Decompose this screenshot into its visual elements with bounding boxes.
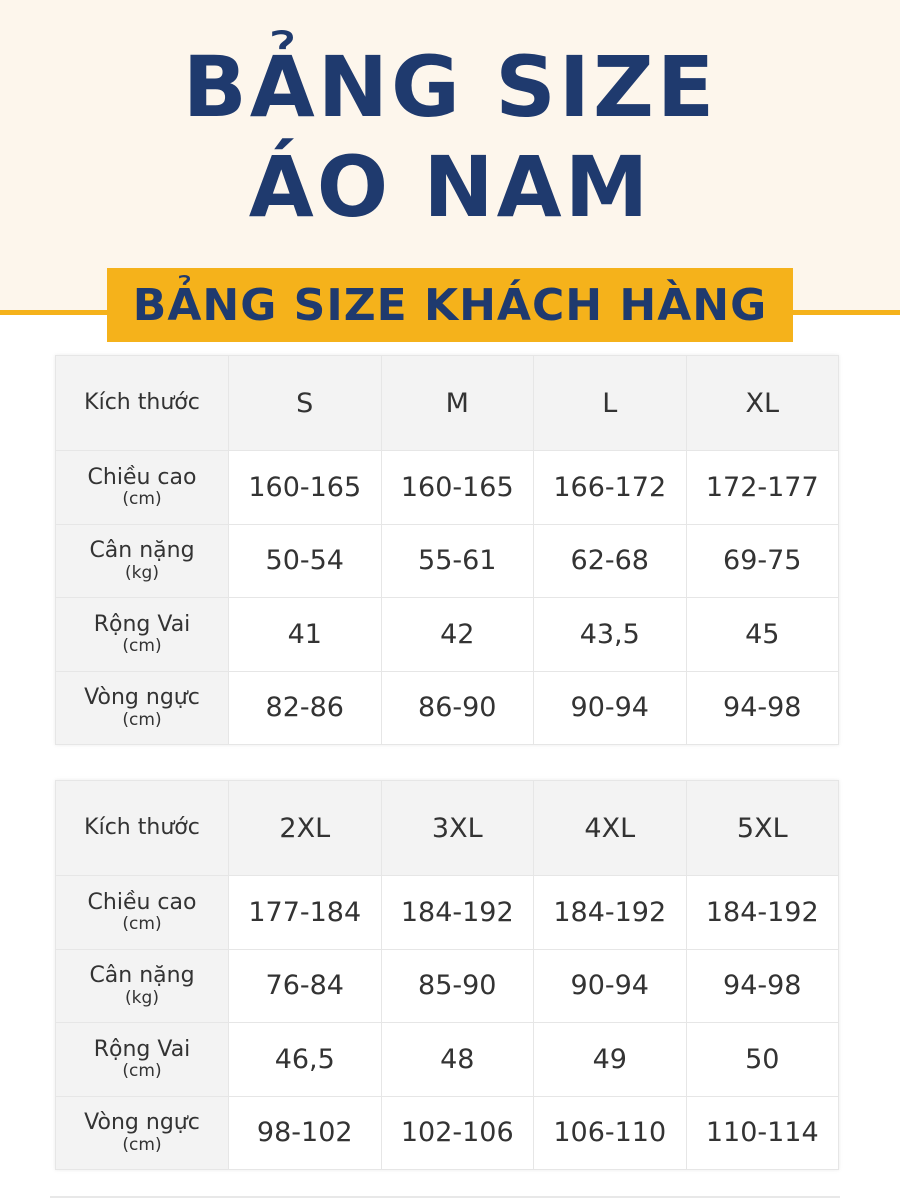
cell-height: 184-192 [380,875,534,950]
row-label-weight: Cân nặng (kg) [55,523,229,598]
unit-text: (kg) [125,987,159,1008]
cell-weight: 94-98 [685,948,839,1023]
cell-height: 184-192 [685,875,839,950]
cell-size: 3XL [380,780,534,876]
cell-height: 160-165 [228,450,382,525]
cell-weight: 62-68 [533,523,687,598]
cell-height: 177-184 [228,875,382,950]
divider [50,1196,840,1198]
row-label-height: Chiều cao (cm) [55,875,229,950]
cell-size: 4XL [533,780,687,876]
section-banner: BẢNG SIZE KHÁCH HÀNG [107,268,793,342]
table-row-weight: Cân nặng (kg) 76-84 85-90 90-94 94-98 [55,948,839,1023]
unit-text: (cm) [122,709,162,730]
cell-shoulder: 45 [685,597,839,672]
row-label-shoulder: Rộng Vai (cm) [55,1022,229,1097]
row-label-height: Chiều cao (cm) [55,450,229,525]
cell-height: 172-177 [685,450,839,525]
row-label-size: Kích thước [55,355,229,451]
table-row-size: Kích thước S M L XL [55,355,839,451]
cell-weight: 50-54 [228,523,382,598]
table-row-chest: Vòng ngực (cm) 98-102 102-106 106-110 110-114 [55,1095,839,1170]
label-text: Kích thước [84,389,200,415]
page-title-line2: ÁO NAM [248,138,652,236]
size-table-2: Kích thước 2XL 3XL 4XL 5XL Chiều cao (cm) 177-1… [55,780,839,1170]
cell-height: 184-192 [533,875,687,950]
unit-text: (kg) [125,562,159,583]
row-label-chest: Vòng ngực (cm) [55,670,229,745]
unit-text: (cm) [122,489,162,509]
cell-shoulder: 49 [533,1022,687,1097]
unit-text: (cm) [122,914,162,934]
cell-height: 166-172 [533,450,687,525]
cell-size: S [228,355,382,451]
cell-chest: 90-94 [533,670,687,745]
cell-size: L [533,355,687,451]
cell-chest: 86-90 [380,670,534,745]
cell-shoulder: 48 [380,1022,534,1097]
row-label-weight: Cân nặng (kg) [55,948,229,1023]
cell-shoulder: 43,5 [533,597,687,672]
table-row-chest: Vòng ngực (cm) 82-86 86-90 90-94 94-98 [55,670,839,745]
unit-text: (cm) [122,1061,162,1081]
cell-size: 5XL [685,780,839,876]
unit-text: (cm) [122,636,162,656]
label-text: Rộng Vai [93,1036,191,1062]
table-row-shoulder: Rộng Vai (cm) 41 42 43,5 45 [55,597,839,672]
cell-shoulder: 41 [228,597,382,672]
cell-chest: 110-114 [685,1095,839,1170]
label-text: Chiều cao [87,464,197,490]
label-text: Cân nặng [89,538,195,564]
table-row-height: Chiều cao (cm) 160-165 160-165 166-172 172-17… [55,450,839,525]
table-row-shoulder: Rộng Vai (cm) 46,5 48 49 50 [55,1022,839,1097]
table-row-weight: Cân nặng (kg) 50-54 55-61 62-68 69-75 [55,523,839,598]
cell-weight: 90-94 [533,948,687,1023]
cell-chest: 98-102 [228,1095,382,1170]
label-text: Kích thước [84,814,200,840]
size-table-1: Kích thước S M L XL Chiều cao (cm) 160-165 160-1… [55,355,839,745]
page-title-line1: BẢNG SIZE [182,38,718,136]
row-label-chest: Vòng ngực (cm) [55,1095,229,1170]
cell-size: M [380,355,534,451]
cell-shoulder: 50 [685,1022,839,1097]
cell-shoulder: 46,5 [228,1022,382,1097]
cell-size: XL [685,355,839,451]
row-label-size: Kích thước [55,780,229,876]
cell-chest: 82-86 [228,670,382,745]
cell-size: 2XL [228,780,382,876]
cell-chest: 94-98 [685,670,839,745]
cell-weight: 69-75 [685,523,839,598]
cell-height: 160-165 [380,450,534,525]
cell-weight: 76-84 [228,948,382,1023]
unit-text: (cm) [122,1134,162,1155]
label-text: Rộng Vai [93,611,191,637]
label-text: Cân nặng [89,963,195,989]
table-row-height: Chiều cao (cm) 177-184 184-192 184-192 184-19… [55,875,839,950]
label-text: Vòng ngực [84,1110,200,1136]
cell-chest: 102-106 [380,1095,534,1170]
header-background [0,0,900,312]
cell-shoulder: 42 [380,597,534,672]
cell-chest: 106-110 [533,1095,687,1170]
row-label-shoulder: Rộng Vai (cm) [55,597,229,672]
table-row-size: Kích thước 2XL 3XL 4XL 5XL [55,780,839,876]
cell-weight: 55-61 [380,523,534,598]
label-text: Vòng ngực [84,685,200,711]
label-text: Chiều cao [87,889,197,915]
cell-weight: 85-90 [380,948,534,1023]
